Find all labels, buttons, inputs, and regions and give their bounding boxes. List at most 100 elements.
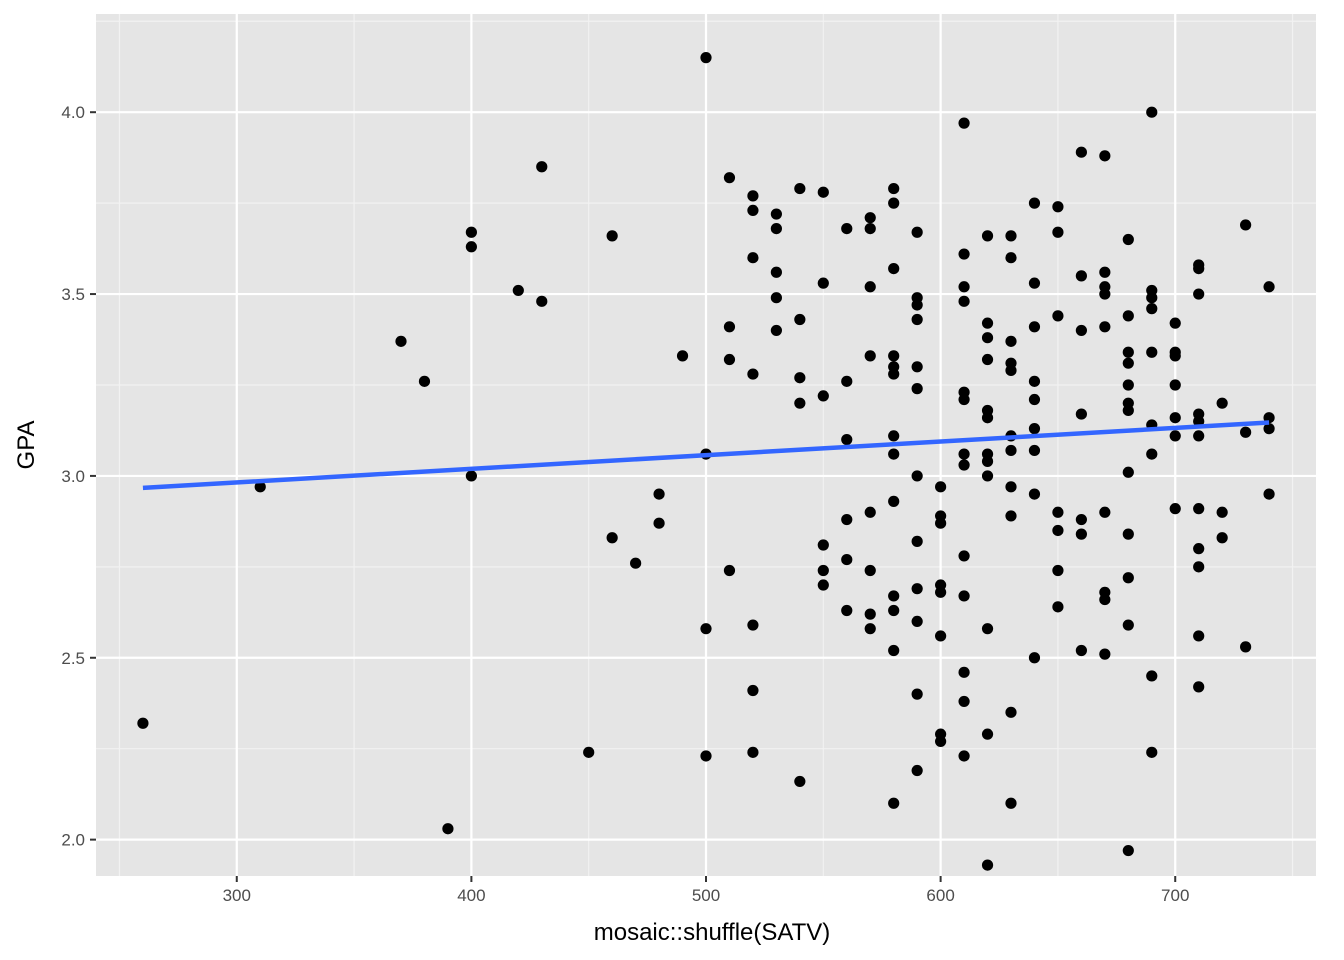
data-point bbox=[935, 517, 947, 529]
data-point bbox=[864, 623, 876, 635]
data-point bbox=[1005, 706, 1017, 718]
data-point bbox=[1240, 641, 1252, 653]
data-point bbox=[864, 564, 876, 577]
data-point bbox=[723, 353, 736, 366]
data-point bbox=[1193, 430, 1205, 442]
data-point bbox=[1146, 448, 1158, 460]
data-point bbox=[958, 281, 970, 293]
data-point bbox=[794, 313, 806, 326]
data-point bbox=[1075, 528, 1087, 540]
data-point bbox=[1028, 375, 1041, 387]
data-point bbox=[676, 350, 689, 362]
data-point bbox=[911, 583, 923, 595]
data-point bbox=[864, 212, 876, 224]
data-point bbox=[747, 684, 759, 697]
data-point bbox=[583, 746, 595, 758]
data-point bbox=[981, 455, 994, 467]
data-point bbox=[981, 470, 994, 482]
data-point bbox=[1099, 648, 1111, 660]
data-point bbox=[888, 644, 900, 657]
data-point bbox=[1122, 528, 1134, 540]
data-point bbox=[841, 222, 853, 235]
data-point bbox=[958, 750, 970, 762]
x-axis-title: mosaic::shuffle(SATV) bbox=[594, 919, 831, 946]
data-point bbox=[935, 735, 947, 748]
data-point bbox=[747, 204, 759, 217]
data-point bbox=[841, 513, 853, 526]
data-point bbox=[465, 226, 477, 238]
data-point bbox=[1052, 564, 1064, 577]
data-point bbox=[1028, 197, 1041, 209]
data-point bbox=[1028, 444, 1041, 457]
data-point bbox=[1169, 430, 1181, 442]
data-point bbox=[700, 750, 712, 762]
y-axis-title: GPA bbox=[13, 421, 40, 470]
data-point bbox=[817, 539, 829, 551]
data-point bbox=[841, 604, 853, 617]
y-tick-label: 2.5 bbox=[61, 649, 85, 668]
data-point bbox=[1005, 797, 1017, 809]
data-point bbox=[1005, 510, 1017, 522]
data-point bbox=[888, 495, 900, 507]
data-point bbox=[794, 775, 806, 788]
data-point bbox=[1005, 335, 1017, 347]
data-points bbox=[137, 52, 1275, 871]
y-tick-label: 3.0 bbox=[61, 467, 85, 486]
data-point bbox=[1005, 252, 1017, 264]
data-point bbox=[747, 252, 759, 264]
data-point bbox=[512, 284, 524, 297]
data-point bbox=[1028, 393, 1041, 406]
data-point bbox=[911, 535, 923, 547]
data-point bbox=[747, 368, 759, 380]
data-point bbox=[1193, 503, 1205, 515]
data-point bbox=[958, 550, 970, 562]
data-point bbox=[1052, 201, 1064, 213]
data-point bbox=[981, 317, 994, 329]
data-point bbox=[911, 226, 923, 238]
y-tick-label: 2.0 bbox=[61, 831, 85, 850]
data-point bbox=[888, 448, 900, 460]
data-point bbox=[1263, 281, 1275, 293]
data-point bbox=[1169, 350, 1181, 362]
fit-line-group bbox=[142, 420, 1270, 491]
data-point bbox=[1028, 423, 1041, 435]
data-point bbox=[137, 717, 149, 729]
data-point bbox=[747, 619, 759, 631]
data-point bbox=[770, 292, 782, 304]
data-point bbox=[723, 564, 736, 577]
data-point bbox=[1216, 532, 1228, 544]
data-point bbox=[1028, 321, 1041, 333]
data-point bbox=[1169, 317, 1181, 329]
data-point bbox=[958, 393, 970, 406]
data-point bbox=[888, 350, 900, 362]
data-point bbox=[770, 266, 782, 278]
data-point bbox=[1075, 408, 1087, 420]
data-point bbox=[888, 604, 900, 617]
data-point bbox=[864, 281, 876, 293]
data-point bbox=[1169, 503, 1181, 515]
data-point bbox=[1099, 593, 1111, 606]
fit-line bbox=[142, 420, 1270, 491]
data-point bbox=[911, 688, 923, 700]
data-point bbox=[700, 623, 712, 635]
data-point bbox=[1146, 292, 1158, 304]
data-point bbox=[723, 321, 736, 333]
data-point bbox=[653, 517, 665, 529]
data-point bbox=[794, 397, 806, 409]
data-point bbox=[911, 764, 923, 777]
data-point bbox=[1122, 404, 1134, 417]
data-point bbox=[817, 390, 829, 402]
data-point bbox=[911, 383, 923, 395]
data-point bbox=[1122, 233, 1134, 246]
data-point bbox=[1146, 670, 1158, 682]
data-point bbox=[1263, 488, 1275, 500]
data-point bbox=[653, 488, 665, 500]
data-point bbox=[958, 117, 970, 129]
data-point bbox=[888, 797, 900, 809]
data-point bbox=[1052, 226, 1064, 238]
data-point bbox=[700, 52, 712, 64]
y-tick-label: 3.5 bbox=[61, 285, 85, 304]
data-point bbox=[1099, 266, 1111, 278]
data-point bbox=[418, 375, 431, 387]
